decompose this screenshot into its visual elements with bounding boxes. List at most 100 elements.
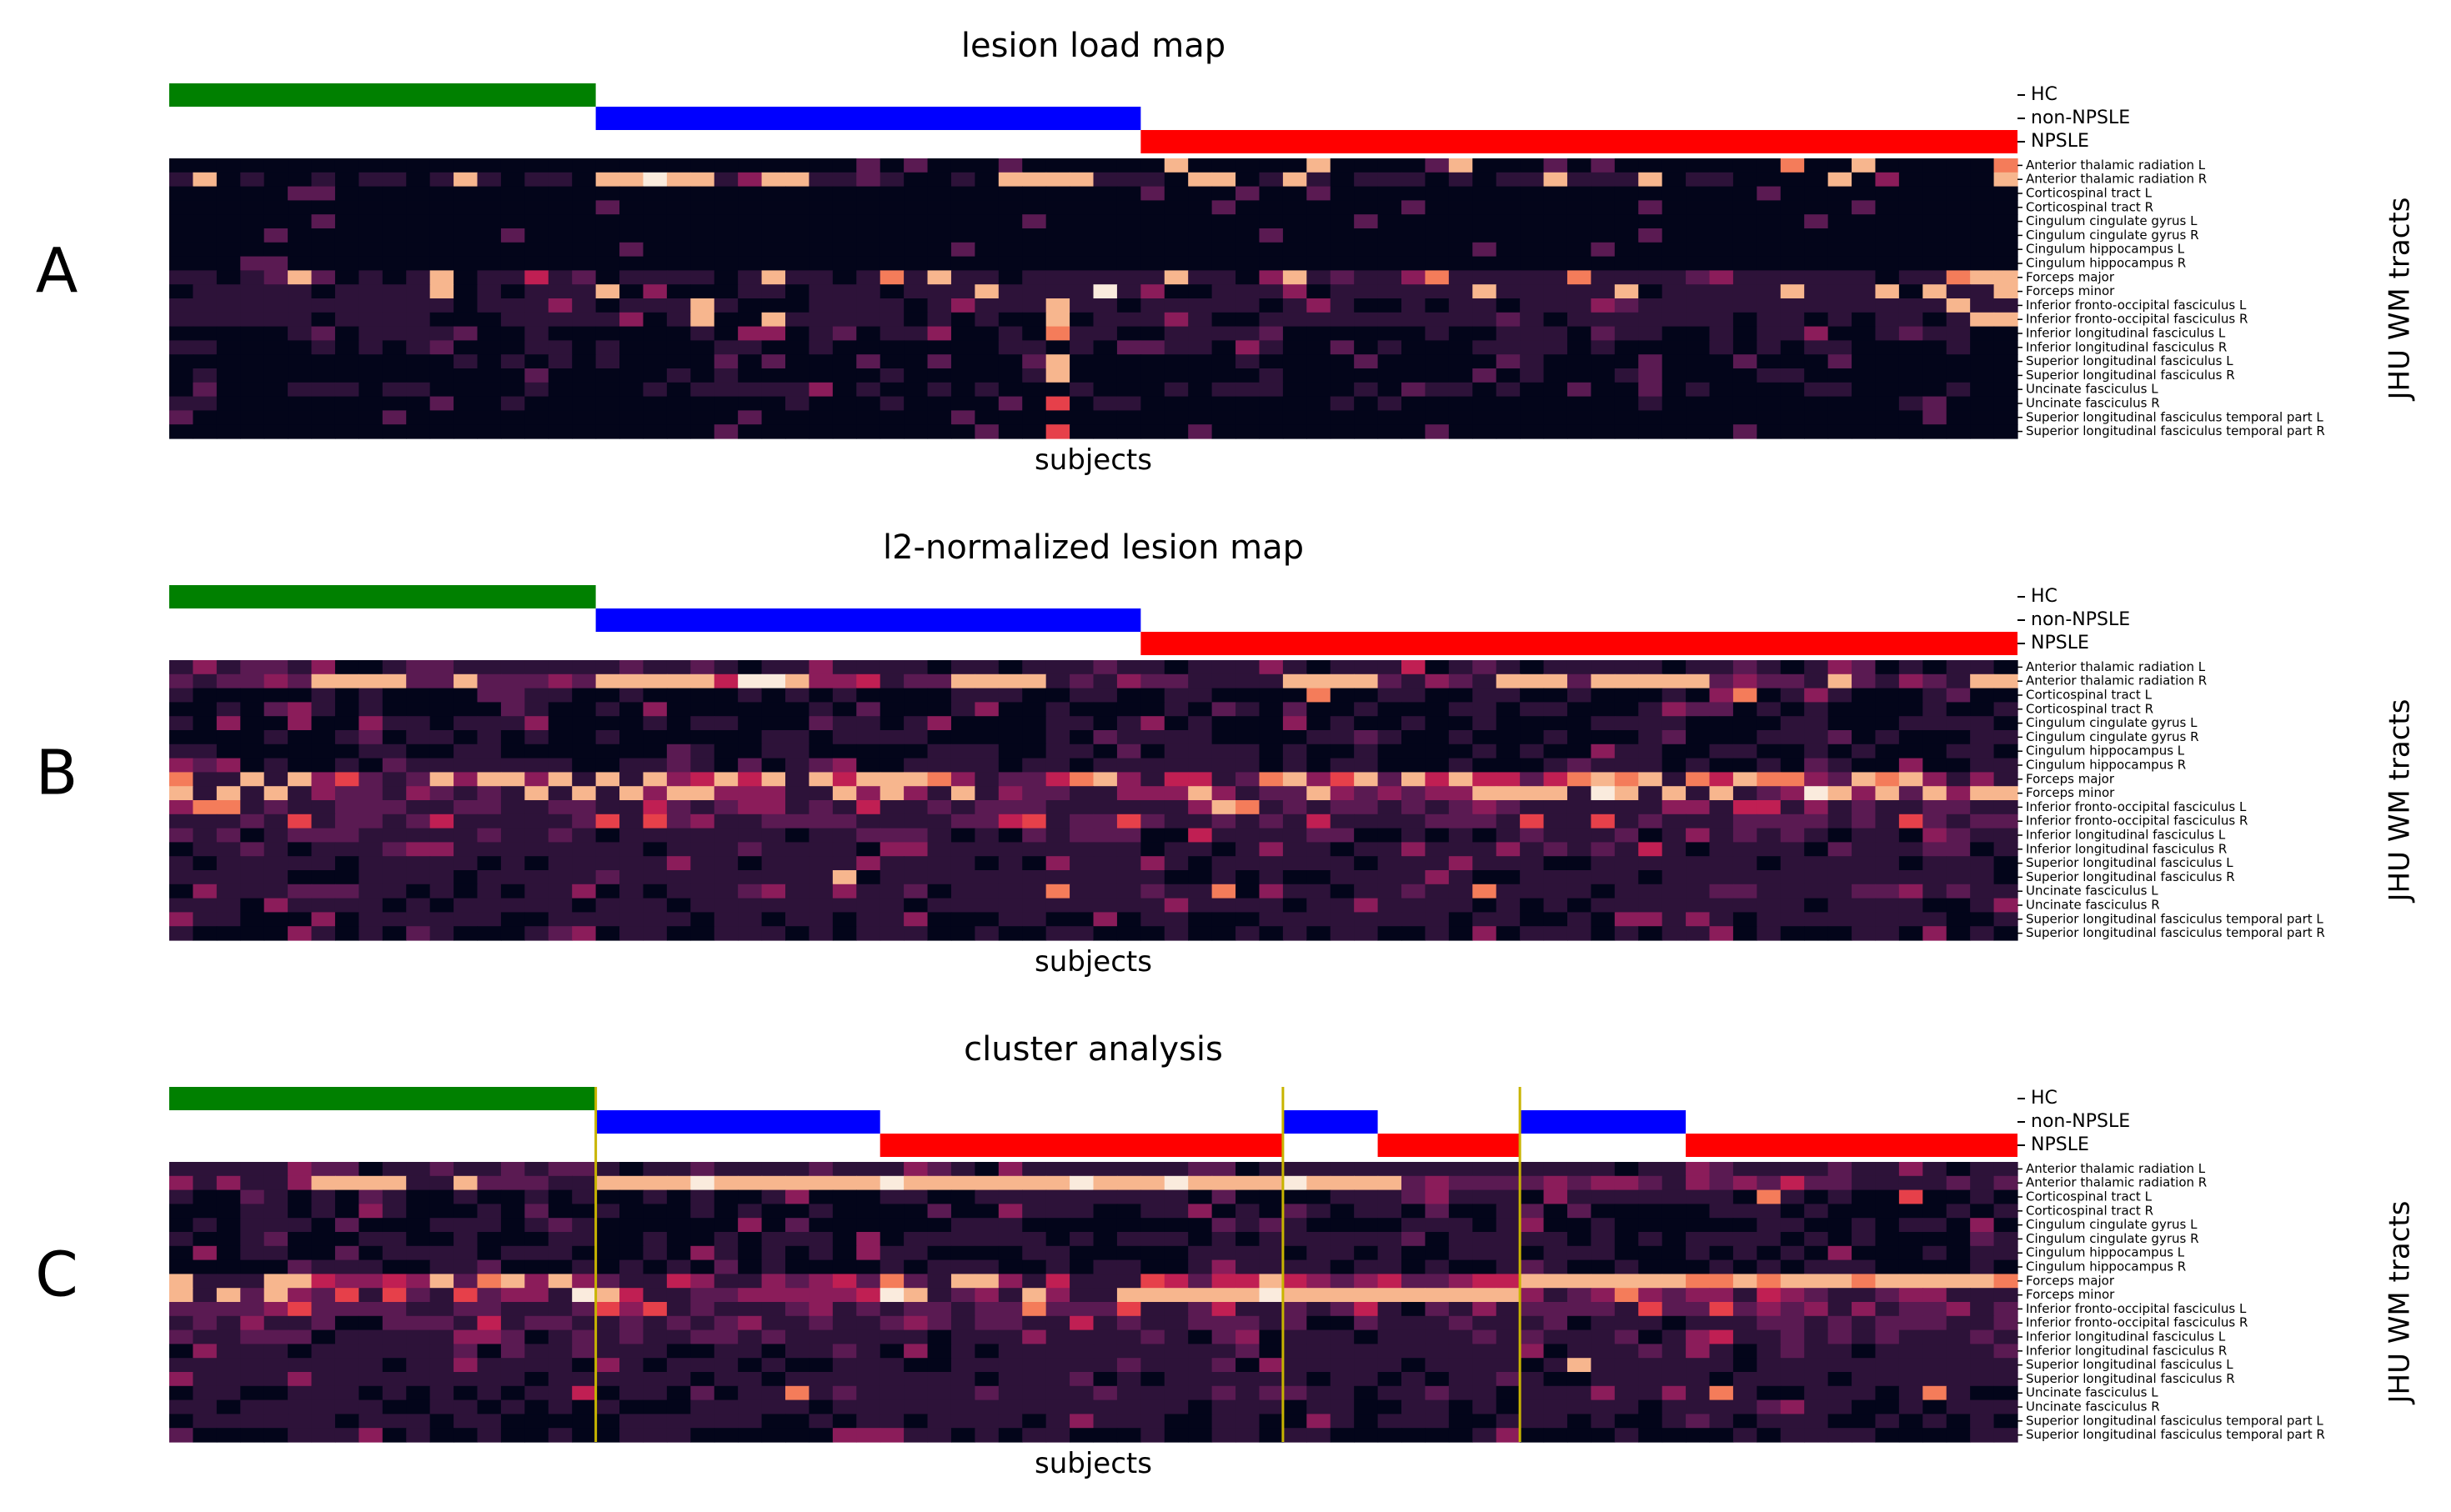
heatmap-cell	[1922, 228, 1947, 243]
heatmap-cell	[904, 800, 929, 815]
heatmap-cell	[832, 814, 857, 829]
heatmap-cell	[1022, 354, 1047, 369]
heatmap-cell	[1448, 382, 1473, 398]
heatmap-cell	[1236, 842, 1261, 857]
heatmap-cell	[1496, 1428, 1521, 1443]
heatmap-cell	[1804, 786, 1829, 801]
heatmap-cell	[1259, 200, 1284, 215]
heatmap-cell	[1354, 702, 1379, 717]
heatmap-cell	[809, 228, 834, 243]
heatmap-cell	[714, 772, 739, 787]
heatmap-cell	[524, 758, 549, 773]
heatmap-cell	[1211, 1204, 1236, 1219]
heatmap-cell	[975, 270, 1000, 285]
heatmap-cell	[1401, 716, 1426, 731]
heatmap-cell	[1140, 660, 1165, 675]
heatmap-cell	[1472, 842, 1497, 857]
heatmap-cell	[1709, 1414, 1734, 1429]
heatmap-cell	[500, 884, 525, 899]
heatmap-cell	[1543, 1162, 1568, 1177]
heatmap-cell	[927, 1204, 952, 1219]
heatmap-cell	[1827, 1385, 1852, 1401]
heatmap-cell	[998, 1315, 1023, 1331]
heatmap-cell	[1614, 298, 1639, 313]
heatmap-cell	[1614, 382, 1639, 398]
heatmap-cell	[1116, 1358, 1141, 1373]
heatmap-cell	[524, 730, 549, 745]
heatmap-cell	[1377, 898, 1402, 913]
heatmap-cell	[193, 912, 218, 927]
heatmap-cell	[1686, 1428, 1711, 1443]
heatmap-cell	[714, 424, 739, 439]
heatmap-cell	[1520, 298, 1545, 313]
heatmap-cell	[998, 1218, 1023, 1233]
heatmap-cell	[1662, 158, 1687, 173]
heatmap-cell	[429, 870, 454, 885]
heatmap-cell	[1188, 898, 1213, 913]
heatmap-cell	[1566, 800, 1591, 815]
heatmap-cell	[548, 1344, 573, 1359]
heatmap-cell	[1496, 214, 1521, 229]
heatmap-cell	[1591, 242, 1616, 258]
heatmap-cell	[950, 1232, 975, 1247]
heatmap-cell	[1045, 660, 1070, 675]
heatmap-cell	[1780, 1315, 1805, 1331]
heatmap-cell	[334, 410, 359, 425]
heatmap-cell	[1045, 702, 1070, 717]
heatmap-cell	[1022, 228, 1047, 243]
heatmap-cell	[1757, 758, 1782, 773]
heatmap-cell	[619, 1218, 644, 1233]
heatmap-cell	[761, 242, 786, 258]
heatmap-cell	[1591, 1232, 1616, 1247]
heatmap-cell	[1946, 1428, 1971, 1443]
heatmap-cell	[216, 158, 241, 173]
heatmap-cell	[927, 158, 952, 173]
heatmap-cell	[1780, 424, 1805, 439]
heatmap-cell	[1211, 1302, 1236, 1317]
heatmap-cell	[1875, 673, 1900, 689]
heatmap-cell	[216, 870, 241, 885]
heatmap-cell	[1377, 158, 1402, 173]
heatmap-cell	[595, 298, 620, 313]
heatmap-cell	[904, 256, 929, 271]
heatmap-cell	[263, 1204, 288, 1219]
heatmap-cell	[1496, 912, 1521, 927]
heatmap-cell	[1757, 214, 1782, 229]
heatmap-cell	[1804, 172, 1829, 188]
heatmap-cell	[1045, 688, 1070, 703]
heatmap-cell	[1709, 884, 1734, 899]
heatmap-cell	[1732, 1274, 1757, 1289]
heatmap-cell	[1852, 1358, 1877, 1373]
heatmap-cell	[1591, 200, 1616, 215]
heatmap-cell	[998, 228, 1023, 243]
heatmap-cell	[1993, 284, 2018, 299]
heatmap-cell	[406, 242, 431, 258]
heatmap-cell	[1520, 1358, 1545, 1373]
heatmap-cell	[1780, 242, 1805, 258]
heatmap-cell	[1164, 743, 1189, 759]
heatmap-cell	[1543, 186, 1568, 201]
heatmap-cell	[1566, 1329, 1591, 1344]
heatmap-cell	[169, 312, 194, 328]
heatmap-cell	[524, 1315, 549, 1331]
group-label: non-NPSLE	[2031, 108, 2130, 128]
heatmap-cell	[1448, 1302, 1473, 1317]
heatmap-cell	[1022, 1358, 1047, 1373]
heatmap-cell	[1354, 856, 1379, 871]
heatmap-cell	[1852, 1204, 1877, 1219]
heatmap-cell	[1566, 270, 1591, 285]
heatmap-cell	[1566, 730, 1591, 745]
heatmap-cell	[666, 1274, 691, 1289]
heatmap-cell	[169, 912, 194, 927]
heatmap-cell	[216, 368, 241, 383]
heatmap-cell	[1946, 884, 1971, 899]
heatmap-cell	[1970, 1315, 1995, 1331]
heatmap-cell	[524, 1245, 549, 1261]
heatmap-cell	[358, 1162, 383, 1177]
heatmap-cell	[1757, 186, 1782, 201]
heatmap-cell	[524, 1302, 549, 1317]
heatmap-cell	[1401, 898, 1426, 913]
heatmap-cell	[809, 772, 834, 787]
heatmap-cell	[334, 340, 359, 355]
heatmap-cell	[1520, 1204, 1545, 1219]
